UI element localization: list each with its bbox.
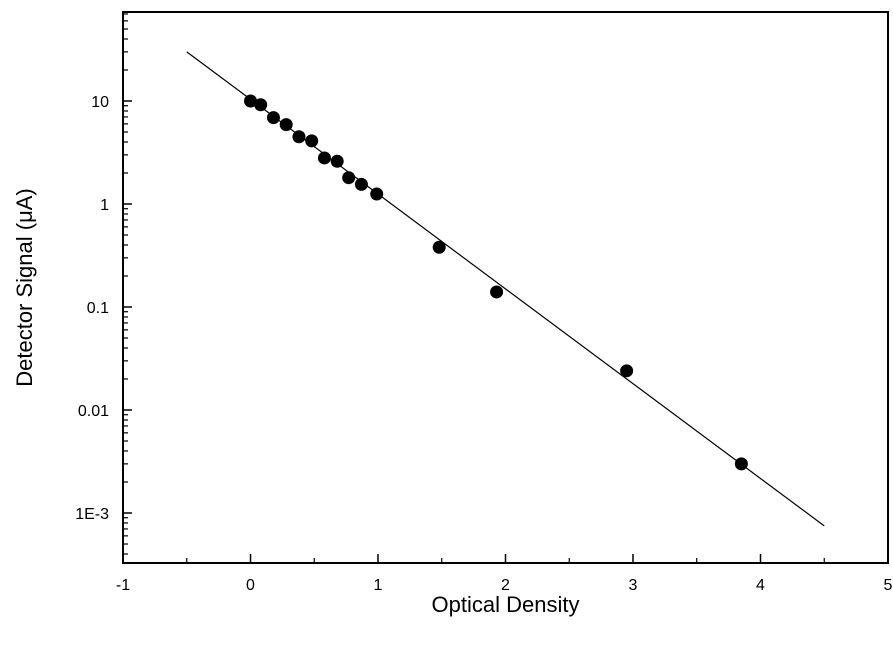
data-point [734, 457, 748, 471]
y-tick-label: 0.1 [87, 300, 109, 317]
data-point [317, 151, 331, 165]
y-axis-ticks: 10 1 0.1 0.01 1E-3 [75, 13, 132, 555]
data-point [279, 118, 293, 132]
y-tick-label: 10 [91, 94, 109, 111]
data-point [370, 187, 384, 201]
x-axis-title: Optical Density [432, 592, 580, 617]
x-tick-label: 1 [374, 577, 383, 594]
data-point [244, 94, 257, 108]
plot-border [122, 11, 889, 564]
data-point [305, 134, 319, 148]
data-point [490, 285, 504, 299]
data-point [266, 111, 280, 125]
plot-frame [122, 11, 889, 564]
data-point [254, 98, 268, 112]
fit-lines [186, 51, 825, 527]
data-point [330, 154, 344, 168]
x-tick-label: 2 [501, 577, 510, 594]
data-point [620, 364, 634, 378]
y-axis-title: Detector Signal (μA) [12, 188, 37, 387]
x-tick-label: 4 [756, 577, 765, 594]
data-points [244, 94, 748, 471]
x-tick-label: 0 [246, 577, 255, 594]
x-tick-label: -1 [116, 577, 130, 594]
data-point [432, 240, 446, 254]
data-point [354, 177, 368, 191]
x-tick-label: 3 [629, 577, 638, 594]
data-point [342, 171, 356, 185]
x-axis-ticks: -1 0 1 2 3 4 5 [116, 554, 893, 594]
y-tick-label: 1 [100, 197, 109, 214]
y-tick-label: 0.01 [78, 403, 109, 420]
fit-line [186, 51, 825, 527]
y-tick-label: 1E-3 [75, 506, 109, 523]
data-point [292, 130, 306, 144]
x-tick-label: 5 [884, 577, 893, 594]
